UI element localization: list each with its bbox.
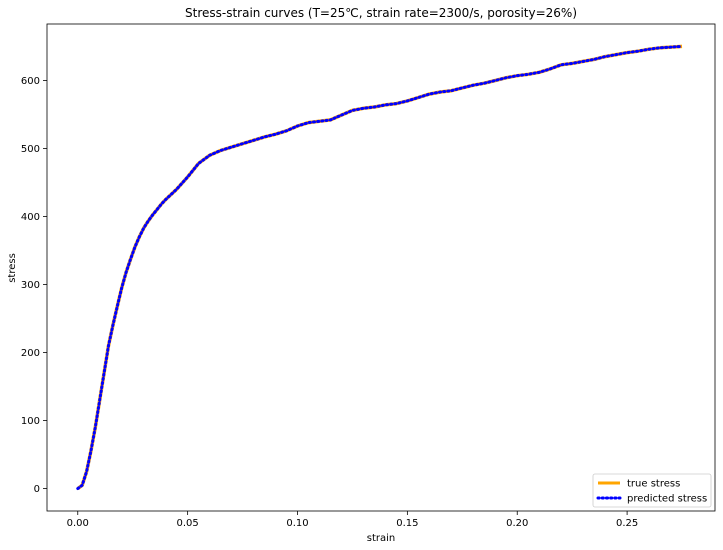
- x-axis-label: strain: [367, 533, 396, 544]
- y-tick-label: 500: [21, 144, 40, 155]
- predicted-stress-line: [76, 44, 684, 491]
- y-tick-label: 300: [21, 280, 40, 291]
- legend-box: [592, 473, 712, 508]
- legend-true-stress-label: true stress: [627, 479, 680, 490]
- y-tick-label: 600: [21, 76, 40, 87]
- y-tick-label: 200: [21, 348, 40, 359]
- x-tick-label: 0.20: [506, 518, 528, 529]
- chart-title: Stress-strain curves (T=25℃, strain rate…: [185, 6, 577, 20]
- series-layer: [76, 44, 684, 491]
- y-tick-label: 400: [21, 212, 40, 223]
- x-axis: 0.00 0.05 0.10 0.15 0.20 0.25: [67, 511, 638, 529]
- y-tick-label: 100: [21, 416, 40, 427]
- plot-frame: [46, 23, 716, 512]
- x-tick-label: 0.25: [616, 518, 638, 529]
- y-axis-label: stress: [7, 253, 18, 283]
- y-axis: 0 100 200 300 400 500 600: [21, 76, 47, 495]
- plot-area: [47, 24, 715, 511]
- x-tick-label: 0.15: [396, 518, 418, 529]
- legend-predicted-stress-label: predicted stress: [627, 494, 707, 505]
- x-tick-label: 0.10: [286, 518, 308, 529]
- x-tick-label: 0.05: [176, 518, 198, 529]
- y-tick-label: 0: [34, 484, 40, 495]
- x-tick-label: 0.00: [67, 518, 89, 529]
- legend: true stress predicted stress: [592, 473, 712, 508]
